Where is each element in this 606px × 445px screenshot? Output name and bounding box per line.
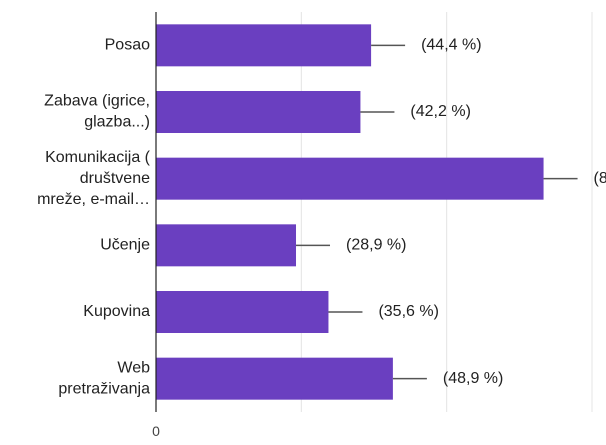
category-label-2-line-2: mreže, e-mail…	[37, 191, 150, 208]
data-label-3: (28,9 %)	[346, 237, 406, 254]
category-label-3: Učenje	[100, 237, 150, 254]
category-label-2-line-0: Komunikacija (	[45, 149, 151, 166]
bar-2	[156, 157, 544, 200]
category-label-1-line-1: glazba...)	[84, 114, 150, 131]
data-label-2: (80 %	[594, 170, 606, 187]
category-label-0: Posao	[105, 37, 150, 54]
category-label-4: Kupovina	[83, 303, 150, 320]
data-label-5: (48,9 %)	[443, 370, 503, 387]
bar-0	[156, 24, 372, 67]
grid-layer	[300, 12, 593, 412]
category-label-5-line-1: pretraživanja	[58, 380, 150, 397]
category-label-2-line-1: društvene	[80, 170, 150, 187]
bar-4	[156, 291, 329, 333]
connectors-layer	[296, 44, 578, 380]
data-label-4: (35,6 %)	[378, 303, 438, 320]
category-label-5-line-0: Web	[117, 359, 150, 376]
labels-layer: (44,4 %) Posao (42,2 %) Zabava (igrice, glaz…	[37, 37, 606, 398]
bar-3	[156, 224, 297, 267]
data-label-0: (44,4 %)	[421, 37, 481, 54]
category-label-1-line-0: Zabava (igrice,	[44, 93, 150, 110]
bars-layer	[156, 24, 544, 400]
data-label-1: (42,2 %)	[410, 103, 470, 120]
bar-5	[156, 357, 393, 400]
x-tick-layer: 0	[152, 423, 160, 439]
bar-1	[156, 91, 361, 133]
x-tick-label-0: 0	[152, 423, 160, 439]
